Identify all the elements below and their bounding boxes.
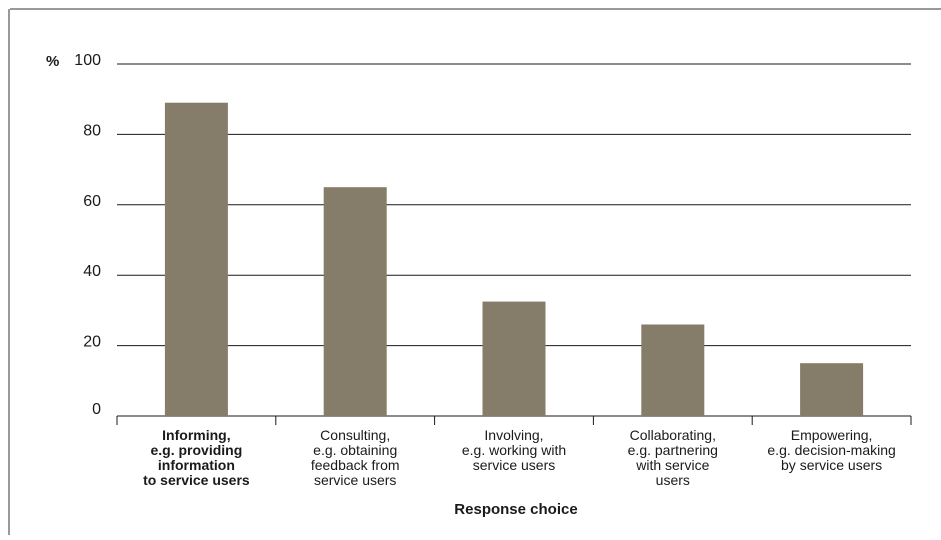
y-axis-label: % [46, 53, 59, 70]
bar [800, 363, 864, 416]
category-label: Involving, e.g. working with service users [462, 427, 566, 473]
category-label-line: to service users [143, 472, 250, 488]
y-tick-label: 0 [92, 401, 101, 418]
category-label-line: e.g. partnering [628, 442, 718, 458]
category-label-line: e.g. obtaining [313, 442, 397, 458]
x-axis-label: Response choice [454, 501, 577, 518]
y-tick-label: 20 [83, 334, 101, 351]
bar [323, 187, 387, 416]
category-label-line: with service [635, 457, 709, 473]
y-tick-label: 40 [83, 263, 101, 280]
category-label-line: e.g. working with [462, 442, 566, 458]
y-tick-label: 60 [83, 193, 101, 210]
bars-layer [164, 102, 864, 416]
bar [482, 301, 546, 416]
category-label: Informing, e.g. providing information to se… [143, 427, 250, 488]
category-label-line: Consulting, [320, 427, 390, 443]
category-label-line: service users [314, 472, 396, 488]
y-tick-labels: 0 20 40 60 80 100 [74, 52, 101, 418]
category-label-line: e.g. decision-making [767, 442, 895, 458]
category-label-line: Collaborating, [630, 427, 716, 443]
bar [164, 102, 228, 416]
category-label: Empowering, e.g. decision-making by servic… [767, 427, 895, 473]
category-label-line: users [656, 472, 690, 488]
category-label-line: e.g. providing [151, 442, 243, 458]
category-label-line: Involving, [484, 427, 543, 443]
y-tick-label: 80 [83, 122, 101, 139]
category-label-line: Informing, [162, 427, 230, 443]
bar [641, 324, 705, 416]
y-tick-label: 100 [74, 52, 101, 69]
category-label: Consulting, e.g. obtaining feedback from se… [311, 427, 400, 488]
category-label: Collaborating, e.g. partnering with servic… [628, 427, 718, 488]
category-label-line: by service users [781, 457, 882, 473]
category-labels: Informing, e.g. providing information to se… [143, 427, 896, 488]
category-label-line: Empowering, [791, 427, 873, 443]
category-label-line: feedback from [311, 457, 400, 473]
category-label-line: service users [473, 457, 555, 473]
category-label-line: information [158, 457, 235, 473]
